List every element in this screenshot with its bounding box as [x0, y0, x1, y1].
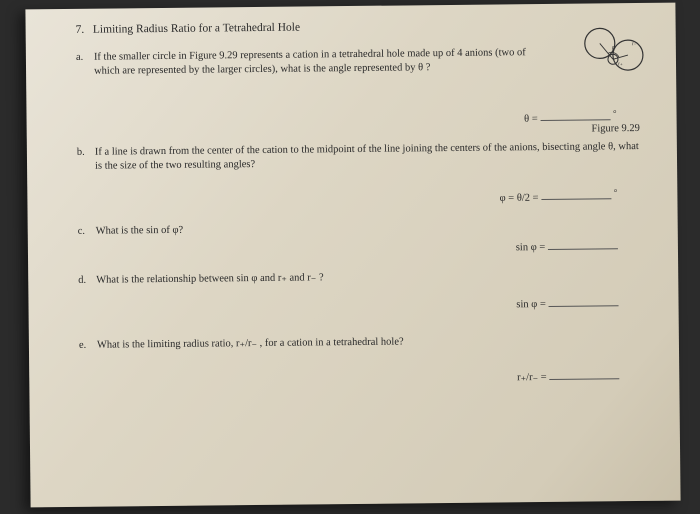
part-b-text: If a line is drawn from the center of th… — [95, 141, 639, 172]
answer-b-blank — [541, 190, 611, 201]
part-d-text: What is the relationship between sin φ a… — [96, 272, 323, 285]
answer-d-prefix: sin φ = — [516, 299, 546, 310]
worksheet-page: 7. Limiting Radius Ratio for a Tetrahedr… — [25, 3, 680, 508]
part-e-letter: e. — [79, 339, 86, 353]
part-a: a. If the smaller circle in Figure 9.29 … — [94, 44, 646, 78]
answer-a: θ = ° — [76, 107, 616, 131]
answer-b: φ = θ/2 = ° — [77, 186, 617, 210]
answer-e-blank — [549, 370, 619, 381]
answer-b-prefix: φ = θ/2 = — [500, 192, 539, 203]
answer-b-unit: ° — [614, 187, 618, 197]
part-c-text: What is the sin of φ? — [96, 224, 184, 236]
part-c: c. What is the sin of φ? — [96, 218, 648, 238]
part-c-letter: c. — [78, 224, 85, 238]
part-e-text: What is the limiting radius ratio, r₊/r₋… — [97, 337, 404, 351]
question-title: Limiting Radius Ratio for a Tetrahedral … — [93, 22, 300, 36]
part-e: e. What is the limiting radius ratio, r₊… — [97, 333, 649, 353]
part-b-letter: b. — [77, 145, 85, 159]
question-header: 7. Limiting Radius Ratio for a Tetrahedr… — [76, 17, 646, 38]
part-d: d. What is the relationship between sin … — [96, 268, 648, 288]
answer-c-blank — [548, 239, 618, 250]
answer-e: r₊/r₋ = — [79, 370, 619, 391]
answer-c-prefix: sin φ = — [516, 242, 546, 253]
answer-d-blank — [548, 296, 618, 307]
part-d-letter: d. — [78, 274, 86, 288]
figure-9-29: θ r₊ r₋ Figure 9.29 — [582, 25, 649, 136]
answer-c: sin φ = — [78, 239, 618, 260]
answer-d: sin φ = — [78, 296, 618, 317]
question-number: 7. — [76, 24, 85, 36]
answer-a-prefix: θ = — [524, 113, 538, 124]
answer-e-prefix: r₊/r₋ = — [517, 372, 547, 383]
part-a-text: If the smaller circle in Figure 9.29 rep… — [94, 47, 526, 77]
figure-caption: Figure 9.29 — [583, 121, 649, 136]
part-a-letter: a. — [76, 50, 83, 64]
part-b: b. If a line is drawn from the center of… — [95, 139, 647, 173]
